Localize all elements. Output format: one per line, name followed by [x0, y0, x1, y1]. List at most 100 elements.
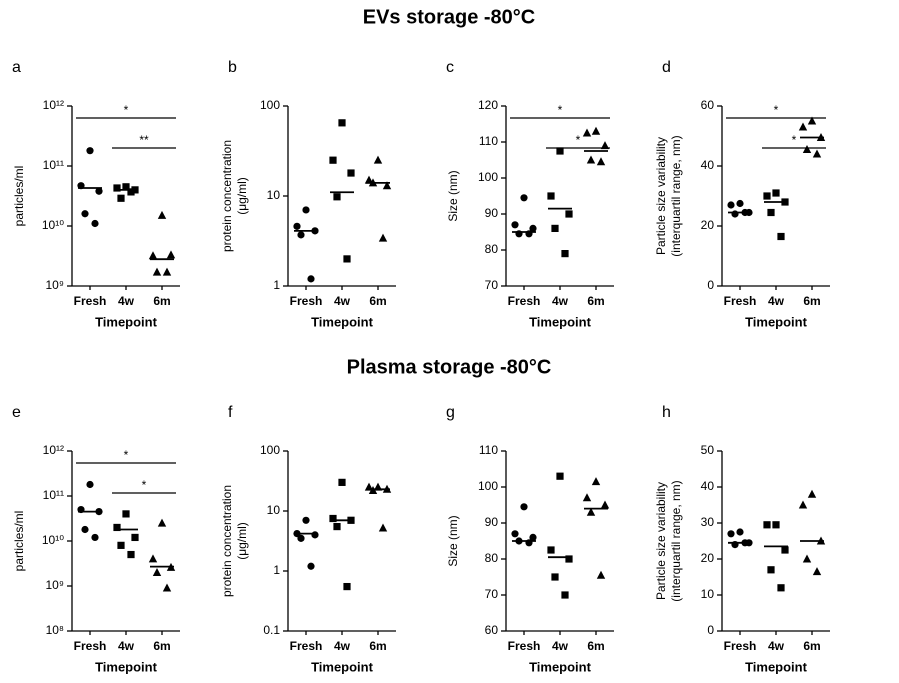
x-axis-label: Timepoint	[95, 314, 158, 329]
point	[122, 510, 130, 518]
point	[113, 523, 121, 532]
point	[91, 533, 99, 542]
x-tick-label: Fresh	[290, 639, 323, 653]
point	[302, 516, 310, 524]
point	[81, 210, 89, 218]
point	[293, 222, 301, 230]
point	[807, 116, 817, 125]
x-tick-label: 4w	[552, 294, 569, 308]
point	[767, 566, 775, 574]
point	[152, 267, 162, 276]
point	[551, 224, 559, 232]
panel-label: a	[12, 59, 21, 76]
y-tick-label: 10	[267, 503, 281, 517]
point	[117, 194, 125, 202]
significance-label: *	[124, 448, 129, 462]
point	[157, 210, 167, 219]
point	[565, 555, 573, 563]
panel-label: d	[662, 59, 671, 76]
point	[329, 514, 337, 523]
point	[763, 521, 771, 529]
x-tick-label: 6m	[153, 639, 170, 653]
x-axis-label: Timepoint	[311, 659, 374, 674]
y-tick-label: 10	[267, 188, 281, 202]
point	[113, 184, 121, 192]
y-tick-label: 10⁹	[46, 278, 65, 292]
y-tick-label: 80	[485, 551, 499, 565]
x-tick-label: 4w	[768, 294, 785, 308]
y-tick-label: 0.1	[263, 623, 280, 637]
point	[772, 521, 780, 529]
y-tick-label: 100	[478, 479, 498, 493]
y-axis-label: Particle size variability	[654, 137, 668, 255]
point	[802, 554, 812, 563]
y-axis-label: (interquartil range, nm)	[669, 480, 683, 601]
point	[347, 169, 355, 177]
x-tick-label: 6m	[369, 639, 386, 653]
point	[166, 250, 176, 259]
point	[529, 533, 537, 542]
section-heading: EVs storage -80°C	[363, 6, 536, 28]
y-tick-label: 40	[701, 158, 715, 172]
y-tick-label: 90	[485, 515, 499, 529]
y-tick-label: 110	[479, 134, 498, 148]
y-tick-label: 100	[478, 170, 498, 184]
x-axis-label: Timepoint	[529, 314, 592, 329]
point	[338, 119, 346, 127]
point	[127, 188, 135, 196]
point	[333, 193, 341, 201]
point	[95, 187, 103, 195]
x-tick-label: 4w	[552, 639, 569, 653]
point	[565, 210, 573, 218]
x-axis-label: Timepoint	[745, 314, 808, 329]
point	[307, 275, 315, 283]
point	[812, 567, 822, 576]
y-axis-label: Size (nm)	[446, 170, 460, 221]
y-tick-label: 70	[485, 587, 499, 601]
y-axis-label: Size (nm)	[446, 515, 460, 566]
x-tick-label: 6m	[369, 294, 386, 308]
x-tick-label: 6m	[153, 294, 170, 308]
point	[596, 570, 606, 579]
point	[777, 584, 785, 592]
y-tick-label: 110	[479, 443, 498, 457]
y-tick-label: 1	[273, 563, 280, 577]
point	[86, 147, 94, 155]
y-axis-label: (interquartil range, nm)	[669, 135, 683, 256]
y-axis-label: Particle size variability	[654, 482, 668, 600]
point	[152, 567, 162, 576]
significance-label: **	[139, 133, 149, 147]
y-tick-label: 30	[701, 515, 715, 529]
point	[547, 192, 555, 200]
point	[378, 233, 388, 242]
point	[582, 493, 592, 502]
point	[582, 128, 592, 137]
x-tick-label: 6m	[587, 639, 604, 653]
point	[547, 546, 555, 554]
y-tick-label: 10⁹	[46, 578, 65, 592]
point	[81, 525, 89, 534]
y-axis-label: protein concentration	[220, 485, 234, 597]
y-tick-label: 120	[478, 98, 498, 112]
point	[727, 530, 735, 538]
y-tick-label: 100	[260, 98, 280, 112]
point	[561, 591, 569, 599]
point	[551, 573, 559, 581]
y-tick-label: 10¹⁰	[42, 218, 64, 232]
point	[117, 541, 125, 549]
point	[86, 480, 94, 489]
point	[148, 251, 158, 260]
point	[364, 175, 374, 184]
point	[807, 489, 817, 498]
x-tick-label: Fresh	[290, 294, 323, 308]
x-axis-label: Timepoint	[95, 659, 158, 674]
panel-label: e	[12, 404, 21, 421]
point	[91, 219, 99, 228]
x-tick-label: Fresh	[74, 639, 107, 653]
y-tick-label: 10⁸	[46, 623, 64, 637]
panel-label: h	[662, 404, 671, 421]
y-axis-label: particles/ml	[12, 511, 26, 572]
point	[600, 500, 610, 509]
point	[736, 199, 744, 208]
